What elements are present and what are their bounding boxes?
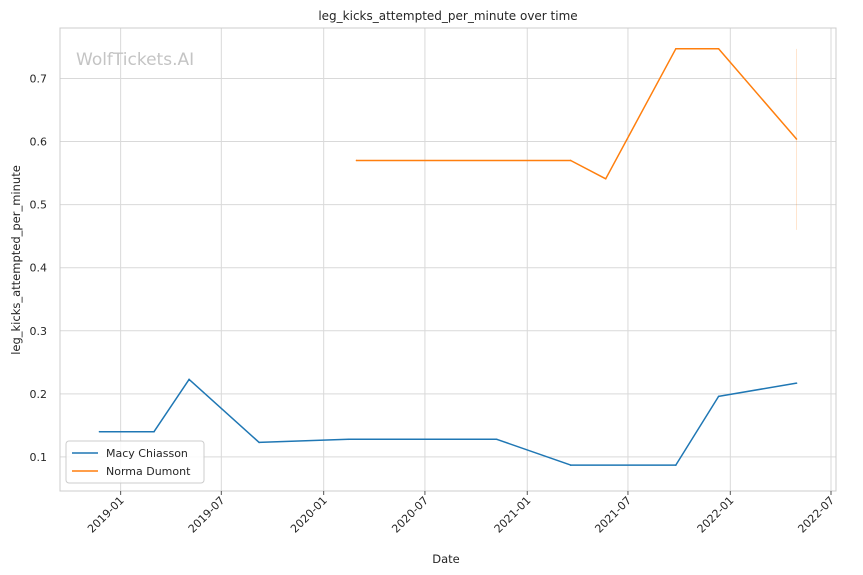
y-tick-label: 0.7 [30, 72, 48, 85]
legend-box [65, 440, 205, 484]
data-point-macy-chiasson [569, 464, 572, 466]
data-point-norma-dumont [674, 48, 677, 50]
y-axis-label: leg_kicks_attempted_per_minute [9, 165, 23, 355]
chart-title: leg_kicks_attempted_per_minute over time [318, 9, 577, 23]
grid-lines [60, 28, 836, 491]
plot-area-frame [59, 27, 837, 492]
series-line-macy-chiasson [99, 378, 797, 466]
y-tick-label: 0.3 [30, 325, 48, 338]
data-point-macy-chiasson [495, 438, 498, 441]
data-point-macy-chiasson [258, 441, 260, 444]
legend-label-macy-chiasson: Macy Chiasson [106, 447, 188, 460]
data-point-norma-dumont [717, 48, 720, 50]
y-tick-label: 0.6 [30, 136, 48, 149]
data-point-norma-dumont [795, 138, 798, 140]
data-point-macy-chiasson [795, 382, 798, 384]
data-point-macy-chiasson [347, 438, 350, 441]
legend-label-norma-dumont: Norma Dumont [106, 465, 191, 478]
y-tick-label: 0.2 [30, 388, 48, 401]
legend: Macy Chiasson Norma Dumont [65, 440, 205, 484]
data-point-macy-chiasson [188, 378, 190, 381]
data-point-norma-dumont [569, 159, 572, 162]
x-axis-label: Date [432, 552, 460, 566]
y-tick-label: 0.4 [30, 262, 48, 275]
data-point-macy-chiasson [717, 395, 720, 398]
y-tick-label: 0.1 [30, 451, 48, 464]
series-layer [98, 48, 798, 466]
data-point-macy-chiasson [153, 430, 155, 433]
data-point-norma-dumont [604, 177, 607, 180]
data-point-norma-dumont [355, 159, 358, 162]
series-line-norma-dumont [356, 48, 798, 180]
watermark: WolfTickets.AI [76, 50, 194, 70]
data-point-macy-chiasson [98, 430, 101, 433]
y-tick-label: 0.5 [30, 199, 48, 212]
data-point-macy-chiasson [674, 464, 677, 466]
y-axis-ticks: 0.1 0.2 0.3 0.4 0.5 0.6 0.7 [30, 72, 48, 463]
